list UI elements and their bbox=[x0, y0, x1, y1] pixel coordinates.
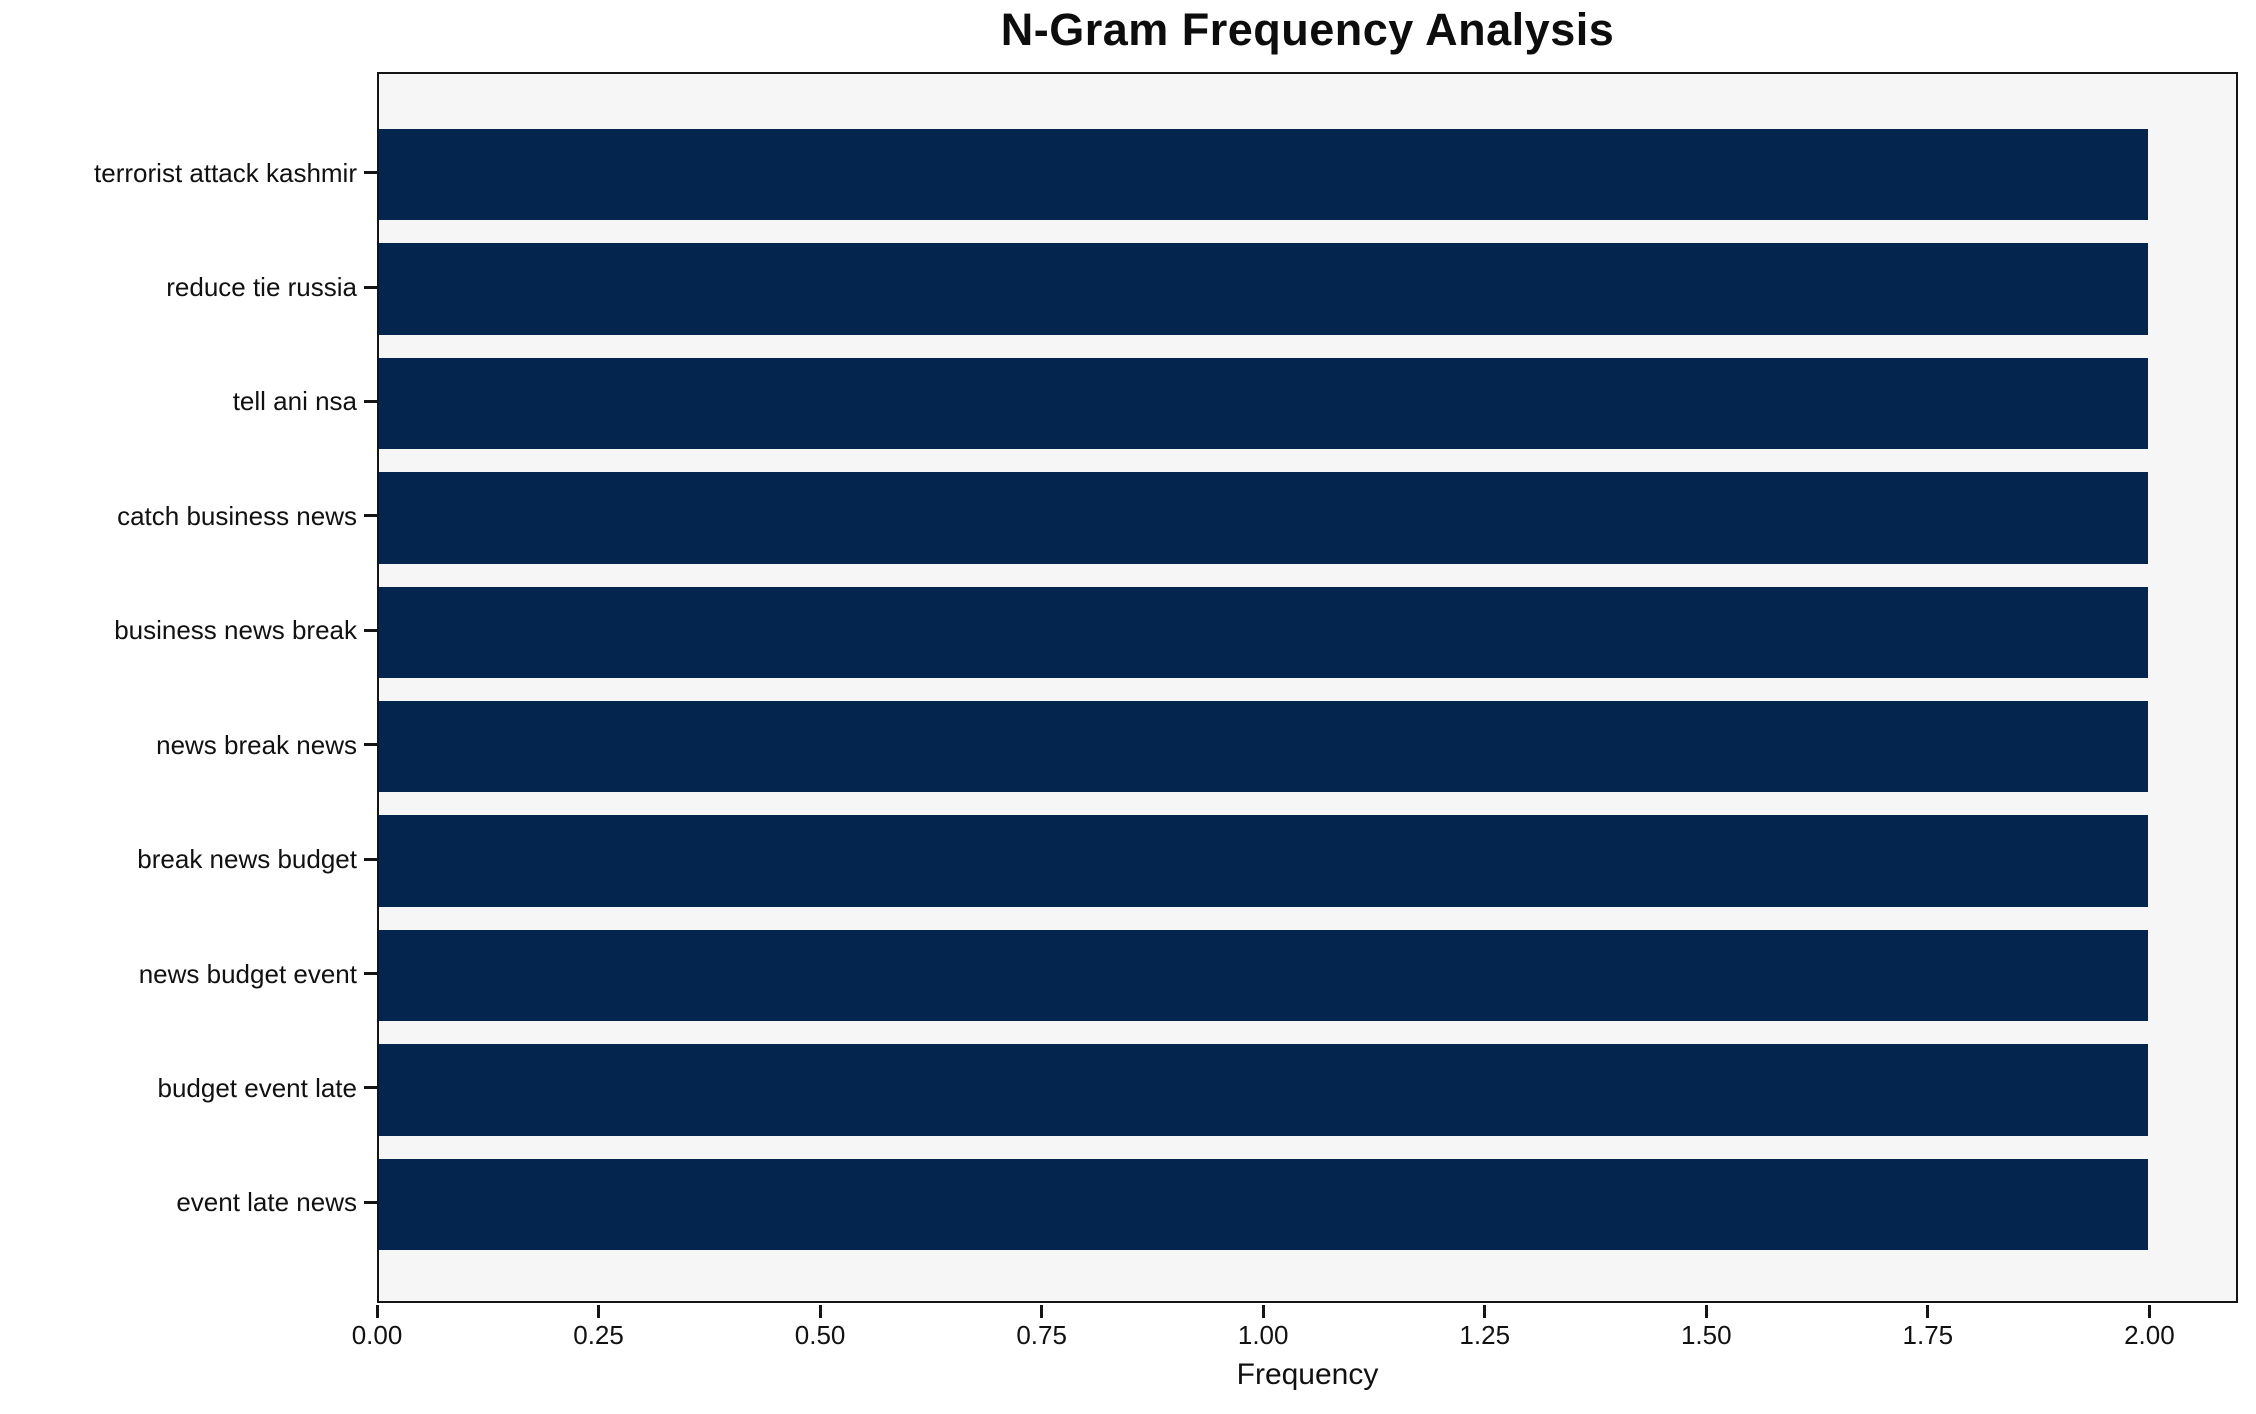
x-tick-mark bbox=[1261, 1305, 1265, 1318]
x-tick-label: 0.00 bbox=[351, 1320, 403, 1350]
y-tick-label: reduce tie russia bbox=[166, 272, 357, 303]
y-tick-label: budget event late bbox=[157, 1072, 358, 1103]
x-tick-label: 1.25 bbox=[1459, 1320, 1511, 1350]
y-tick-label: news break news bbox=[156, 729, 357, 760]
bar bbox=[379, 472, 2148, 564]
chart-title: N-Gram Frequency Analysis bbox=[1000, 4, 1615, 55]
x-tick-mark bbox=[2147, 1305, 2151, 1318]
x-tick-label: 0.50 bbox=[794, 1320, 846, 1350]
y-tick-mark bbox=[364, 972, 377, 975]
x-tick-mark bbox=[1483, 1305, 1487, 1318]
y-tick-label: terrorist attack kashmir bbox=[94, 157, 357, 188]
bar bbox=[379, 128, 2148, 221]
y-tick-label: break news budget bbox=[137, 844, 357, 875]
x-tick-label: 1.50 bbox=[1680, 1320, 1732, 1350]
bar bbox=[379, 357, 2148, 450]
x-axis-label: Frequency bbox=[1236, 1358, 1379, 1391]
y-tick-label: tell ani nsa bbox=[232, 386, 357, 417]
y-tick-mark bbox=[364, 399, 377, 403]
bar bbox=[379, 586, 2148, 679]
y-tick-mark bbox=[364, 1200, 377, 1204]
bar bbox=[379, 1158, 2148, 1251]
x-tick-label: 0.75 bbox=[1016, 1320, 1067, 1350]
y-tick-mark bbox=[364, 628, 377, 632]
x-tick-label: 1.00 bbox=[1237, 1320, 1289, 1350]
y-tick-mark bbox=[364, 514, 377, 518]
y-tick-label: news budget event bbox=[138, 958, 357, 989]
x-tick-label: 1.75 bbox=[1902, 1320, 1954, 1350]
y-tick-mark bbox=[364, 171, 377, 175]
bar bbox=[379, 929, 2148, 1022]
bar bbox=[379, 700, 2148, 793]
x-tick-mark bbox=[818, 1305, 822, 1318]
y-tick-mark bbox=[364, 857, 377, 861]
x-tick-mark bbox=[375, 1305, 379, 1318]
y-tick-label: event late news bbox=[176, 1187, 357, 1218]
x-tick-mark bbox=[597, 1305, 601, 1318]
x-tick-label: 2.00 bbox=[2124, 1320, 2175, 1350]
bar bbox=[379, 815, 2148, 907]
x-tick-mark bbox=[1704, 1305, 1708, 1318]
x-tick-mark bbox=[1040, 1305, 1044, 1318]
x-tick-label: 0.25 bbox=[573, 1320, 624, 1350]
y-tick-mark bbox=[364, 285, 377, 289]
x-tick-mark bbox=[1926, 1305, 1930, 1318]
plot-area bbox=[377, 72, 2238, 1303]
bar bbox=[379, 1044, 2148, 1136]
y-tick-label: catch business news bbox=[117, 500, 357, 531]
y-tick-label: business news break bbox=[114, 615, 357, 646]
y-tick-mark bbox=[364, 1086, 377, 1090]
y-tick-mark bbox=[364, 743, 377, 747]
bar bbox=[379, 243, 2148, 335]
